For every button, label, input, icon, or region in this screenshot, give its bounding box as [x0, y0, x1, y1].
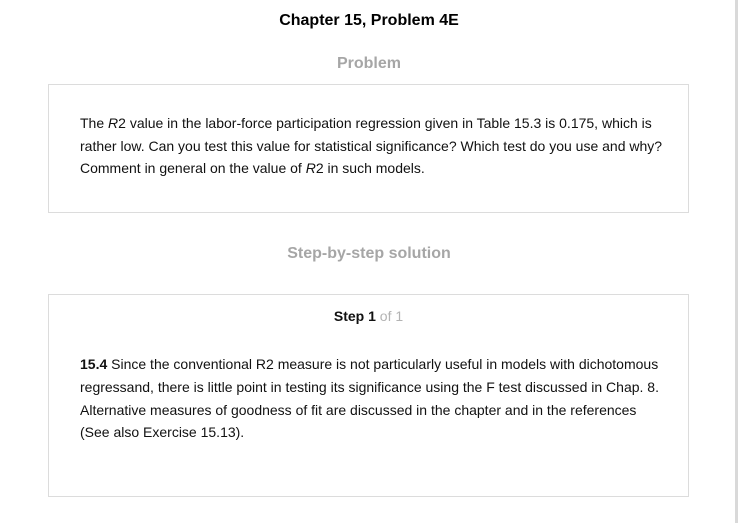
step-label: Step	[333, 308, 365, 324]
r2-symbol: R	[108, 115, 119, 131]
page-title: Chapter 15, Problem 4E	[279, 12, 459, 29]
solution-problem-number: 15.4	[80, 356, 108, 372]
r2-symbol: R	[305, 160, 316, 176]
problem-card: The R2 value in the labor-force particip…	[48, 84, 689, 213]
solution-card: Step 1 of 1 15.4 Since the conventional …	[48, 294, 689, 497]
solution-heading: Step-by-step solution	[287, 245, 451, 262]
problem-text-segment: 2 in such models.	[315, 160, 425, 176]
problem-text-segment: 2 value in the labor-force participation…	[80, 115, 663, 176]
step-total: of 1	[379, 308, 404, 324]
problem-text-segment: The	[80, 115, 109, 131]
solution-body: Since the conventional R2 measure is not…	[80, 356, 659, 441]
step-number: 1	[368, 308, 376, 324]
page-right-border	[735, 0, 738, 523]
problem-statement: The R2 value in the labor-force particip…	[80, 112, 665, 180]
problem-heading: Problem	[336, 55, 401, 72]
solution-text: 15.4 Since the conventional R2 measure i…	[80, 353, 665, 444]
step-indicator: Step 1 of 1	[49, 308, 688, 324]
